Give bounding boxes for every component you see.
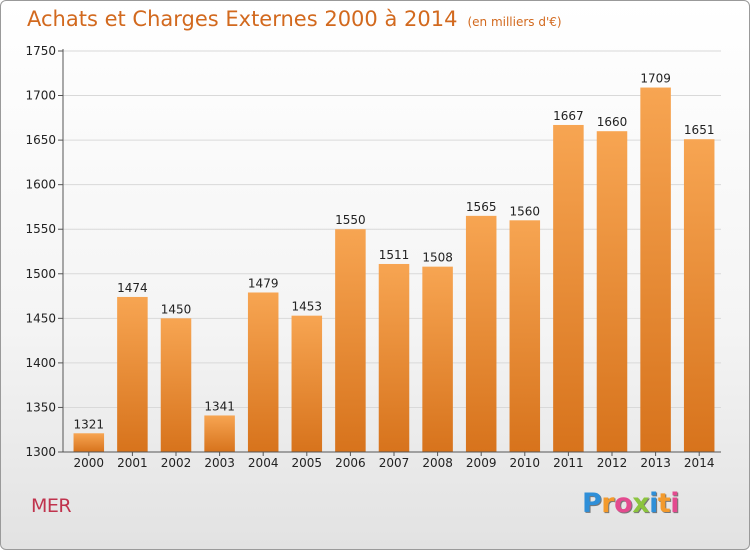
chart-title-text: Achats et Charges Externes 2000 à 2014	[27, 7, 458, 31]
bar	[291, 315, 323, 452]
axes	[58, 49, 721, 456]
y-tick-label: 1450	[25, 311, 56, 325]
data-label: 1709	[640, 72, 671, 86]
x-tick-label: 2008	[422, 456, 453, 470]
logo-letter: t	[657, 488, 671, 519]
y-tick-label: 1650	[25, 133, 56, 147]
bar	[247, 292, 279, 452]
data-label: 1450	[161, 302, 192, 316]
data-label: 1560	[510, 204, 541, 218]
proxiti-logo[interactable]: Proxiti	[582, 488, 680, 519]
logo-letter: r	[601, 488, 615, 519]
y-tick-label: 1750	[25, 44, 56, 58]
logo-letter: i	[670, 488, 680, 519]
logo-letter: x	[632, 488, 650, 519]
y-tick-label: 1700	[25, 89, 56, 103]
bar	[465, 215, 497, 452]
logo-letter: i	[649, 488, 658, 519]
data-label: 1511	[379, 248, 410, 262]
labels: 1300 1350 1400 1450 1500 1550 1600 1650 1700 1750…	[25, 44, 714, 470]
bar	[553, 124, 584, 452]
data-label: 1321	[74, 417, 105, 431]
logo-letter: o	[614, 488, 633, 519]
bars	[73, 87, 715, 452]
bar	[509, 220, 541, 452]
data-label: 1651	[684, 123, 715, 137]
x-tick-label: 2004	[248, 456, 279, 470]
x-tick-label: 2002	[161, 456, 192, 470]
y-tick-label: 1500	[25, 267, 56, 281]
x-tick-label: 2000	[74, 456, 105, 470]
x-tick-label: 2011	[553, 456, 584, 470]
x-tick-label: 2005	[292, 456, 323, 470]
bar	[160, 318, 192, 452]
bar	[640, 87, 671, 452]
x-tick-label: 2009	[466, 456, 497, 470]
y-tick-label: 1600	[25, 178, 56, 192]
x-tick-label: 2007	[379, 456, 410, 470]
bar	[378, 263, 410, 452]
data-label: 1474	[117, 281, 148, 295]
logo-letter: P	[582, 488, 602, 519]
y-tick-label: 1350	[25, 400, 56, 414]
y-tick-label: 1550	[25, 222, 56, 236]
y-tick-label: 1400	[25, 356, 56, 370]
chart-title: Achats et Charges Externes 2000 à 2014 (e…	[27, 7, 562, 31]
commune-name: MER	[31, 495, 72, 517]
data-label: 1667	[553, 109, 584, 123]
bar	[204, 415, 235, 452]
data-label: 1341	[204, 399, 235, 413]
data-label: 1660	[597, 115, 628, 129]
x-tick-label: 2003	[204, 456, 235, 470]
bar	[683, 139, 715, 452]
x-tick-label: 2001	[117, 456, 148, 470]
bar	[73, 433, 105, 452]
x-tick-label: 2012	[597, 456, 628, 470]
data-label: 1508	[422, 251, 453, 265]
bar	[335, 229, 366, 452]
data-label: 1453	[292, 300, 323, 314]
bar	[596, 131, 628, 452]
data-label: 1550	[335, 213, 366, 227]
data-label: 1479	[248, 276, 279, 290]
bar	[117, 296, 148, 452]
chart-subtitle: (en milliers d'€)	[467, 15, 562, 29]
y-tick-label: 1300	[25, 445, 56, 459]
bar	[422, 266, 453, 452]
x-tick-label: 2013	[640, 456, 671, 470]
data-label: 1565	[466, 200, 497, 214]
x-tick-label: 2006	[335, 456, 366, 470]
x-tick-label: 2010	[510, 456, 541, 470]
x-tick-label: 2014	[684, 456, 715, 470]
